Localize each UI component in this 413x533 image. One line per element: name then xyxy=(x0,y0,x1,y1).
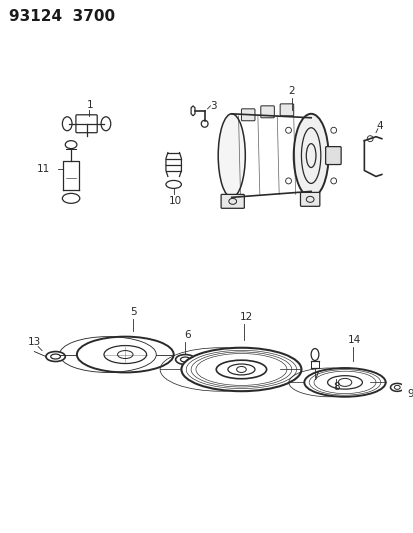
Text: 2: 2 xyxy=(288,86,294,96)
Polygon shape xyxy=(191,106,195,116)
FancyBboxPatch shape xyxy=(76,115,97,133)
Ellipse shape xyxy=(77,337,173,373)
Ellipse shape xyxy=(218,114,245,197)
Ellipse shape xyxy=(304,368,385,397)
FancyBboxPatch shape xyxy=(260,106,274,118)
Text: 8: 8 xyxy=(332,382,339,392)
FancyBboxPatch shape xyxy=(325,147,340,165)
Text: 13: 13 xyxy=(28,337,41,346)
Text: 9: 9 xyxy=(406,389,413,399)
Ellipse shape xyxy=(293,114,328,197)
Text: 11: 11 xyxy=(36,164,50,174)
Text: 7: 7 xyxy=(311,373,318,382)
Text: 5: 5 xyxy=(129,307,136,317)
Text: 93124  3700: 93124 3700 xyxy=(9,10,115,25)
Text: 3: 3 xyxy=(210,101,216,111)
Ellipse shape xyxy=(46,352,65,361)
Text: 10: 10 xyxy=(169,196,182,206)
Text: 6: 6 xyxy=(183,329,190,340)
FancyBboxPatch shape xyxy=(221,195,244,208)
Ellipse shape xyxy=(175,354,195,365)
Text: 1: 1 xyxy=(87,100,93,110)
Text: 4: 4 xyxy=(376,120,382,131)
Ellipse shape xyxy=(330,370,341,378)
FancyBboxPatch shape xyxy=(241,109,254,121)
Text: 14: 14 xyxy=(347,335,361,345)
FancyBboxPatch shape xyxy=(300,192,319,206)
FancyBboxPatch shape xyxy=(280,104,293,116)
Ellipse shape xyxy=(389,383,403,391)
Ellipse shape xyxy=(181,348,301,391)
Ellipse shape xyxy=(216,360,266,379)
Text: 12: 12 xyxy=(239,312,252,322)
